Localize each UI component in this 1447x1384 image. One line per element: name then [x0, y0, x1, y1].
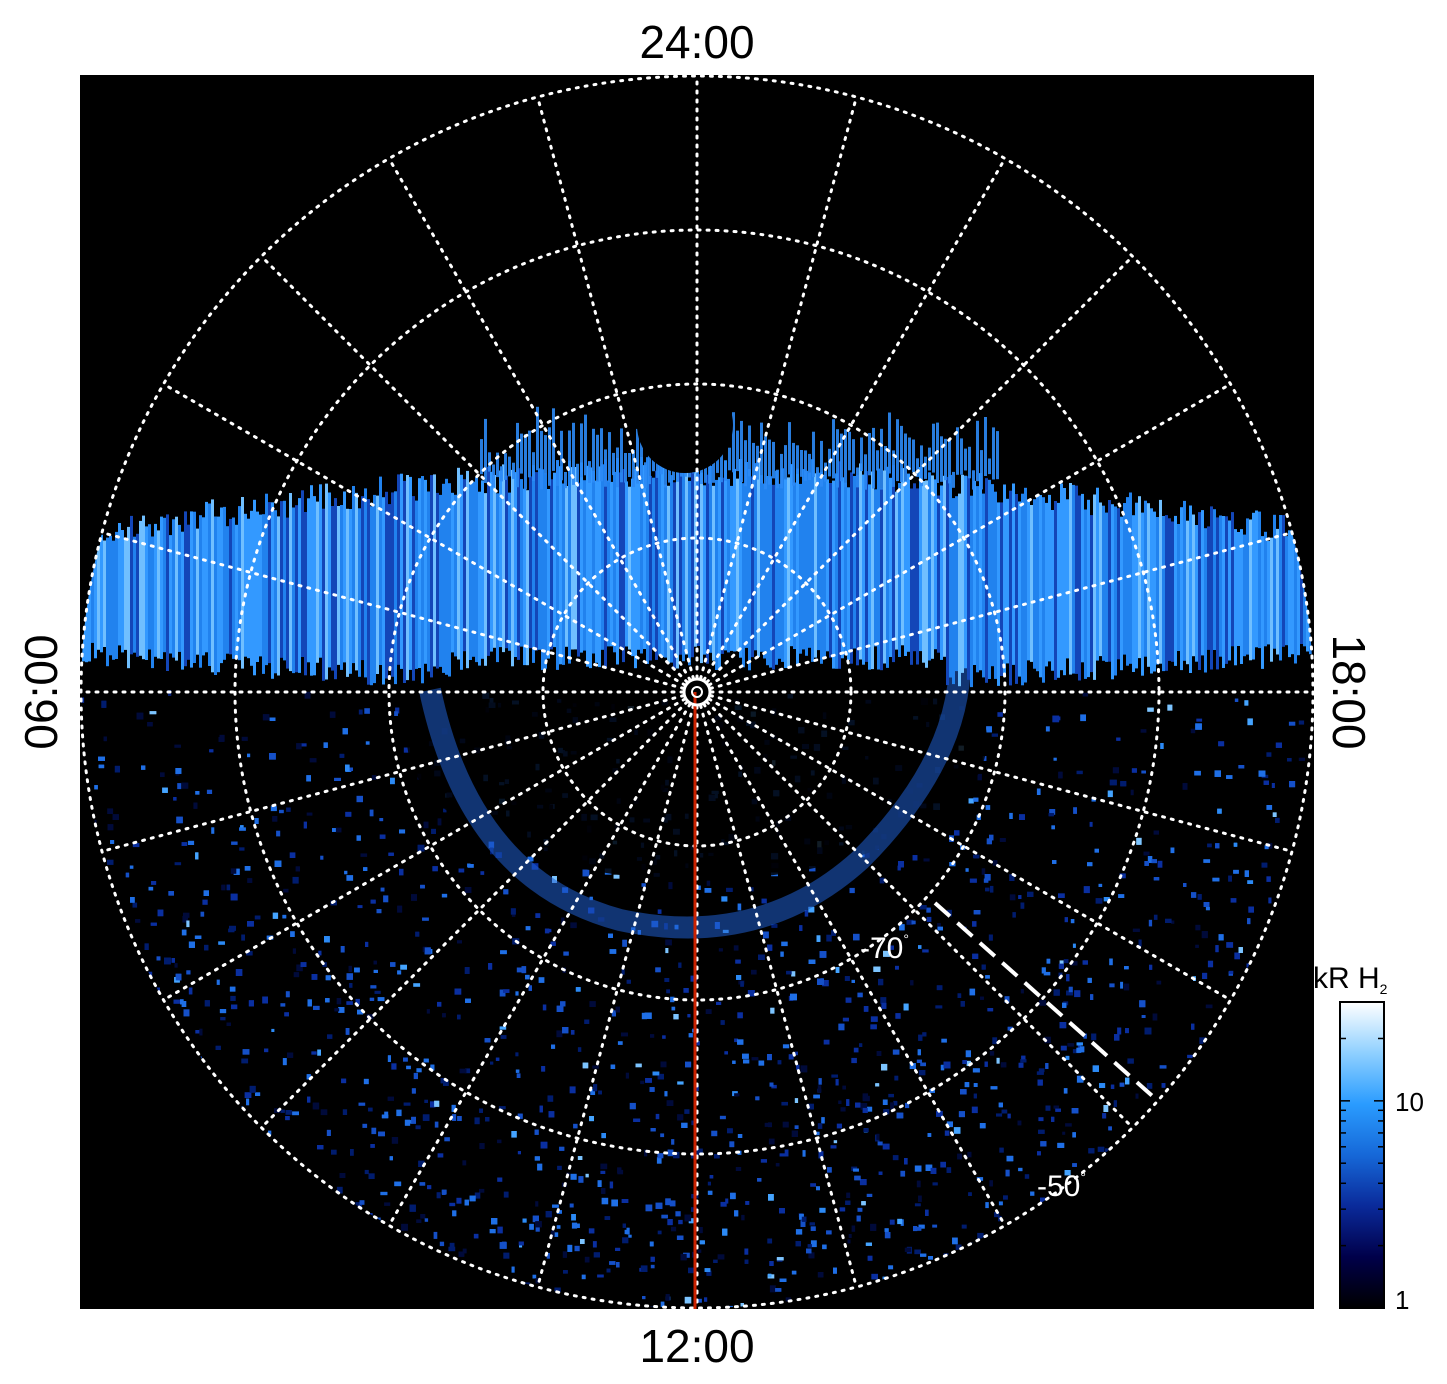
auroral-emission-image — [81, 377, 1313, 1308]
colorbar-title: kR H2 — [1313, 962, 1388, 997]
local-time-label-right: 18:00 — [1323, 634, 1375, 749]
pole-marker — [682, 677, 712, 707]
latitude-label-50: -50° — [1037, 1169, 1086, 1203]
colorbar-ticks — [1340, 1001, 1384, 1309]
colorbar: kR H2 10 1 — [1313, 962, 1424, 1315]
dashed-reference-line — [933, 901, 1160, 1103]
local-time-label-bottom: 12:00 — [639, 1320, 754, 1372]
colorbar-tick-label-10: 10 — [1395, 1087, 1424, 1117]
local-time-label-top: 24:00 — [639, 16, 754, 68]
colorbar-gradient — [1339, 1001, 1385, 1309]
local-time-label-left: 06:00 — [15, 634, 67, 749]
latitude-label-70: -70° — [860, 931, 909, 965]
colorbar-tick-label-1: 1 — [1395, 1285, 1409, 1315]
lat-lon-grid — [80, 75, 1314, 1309]
